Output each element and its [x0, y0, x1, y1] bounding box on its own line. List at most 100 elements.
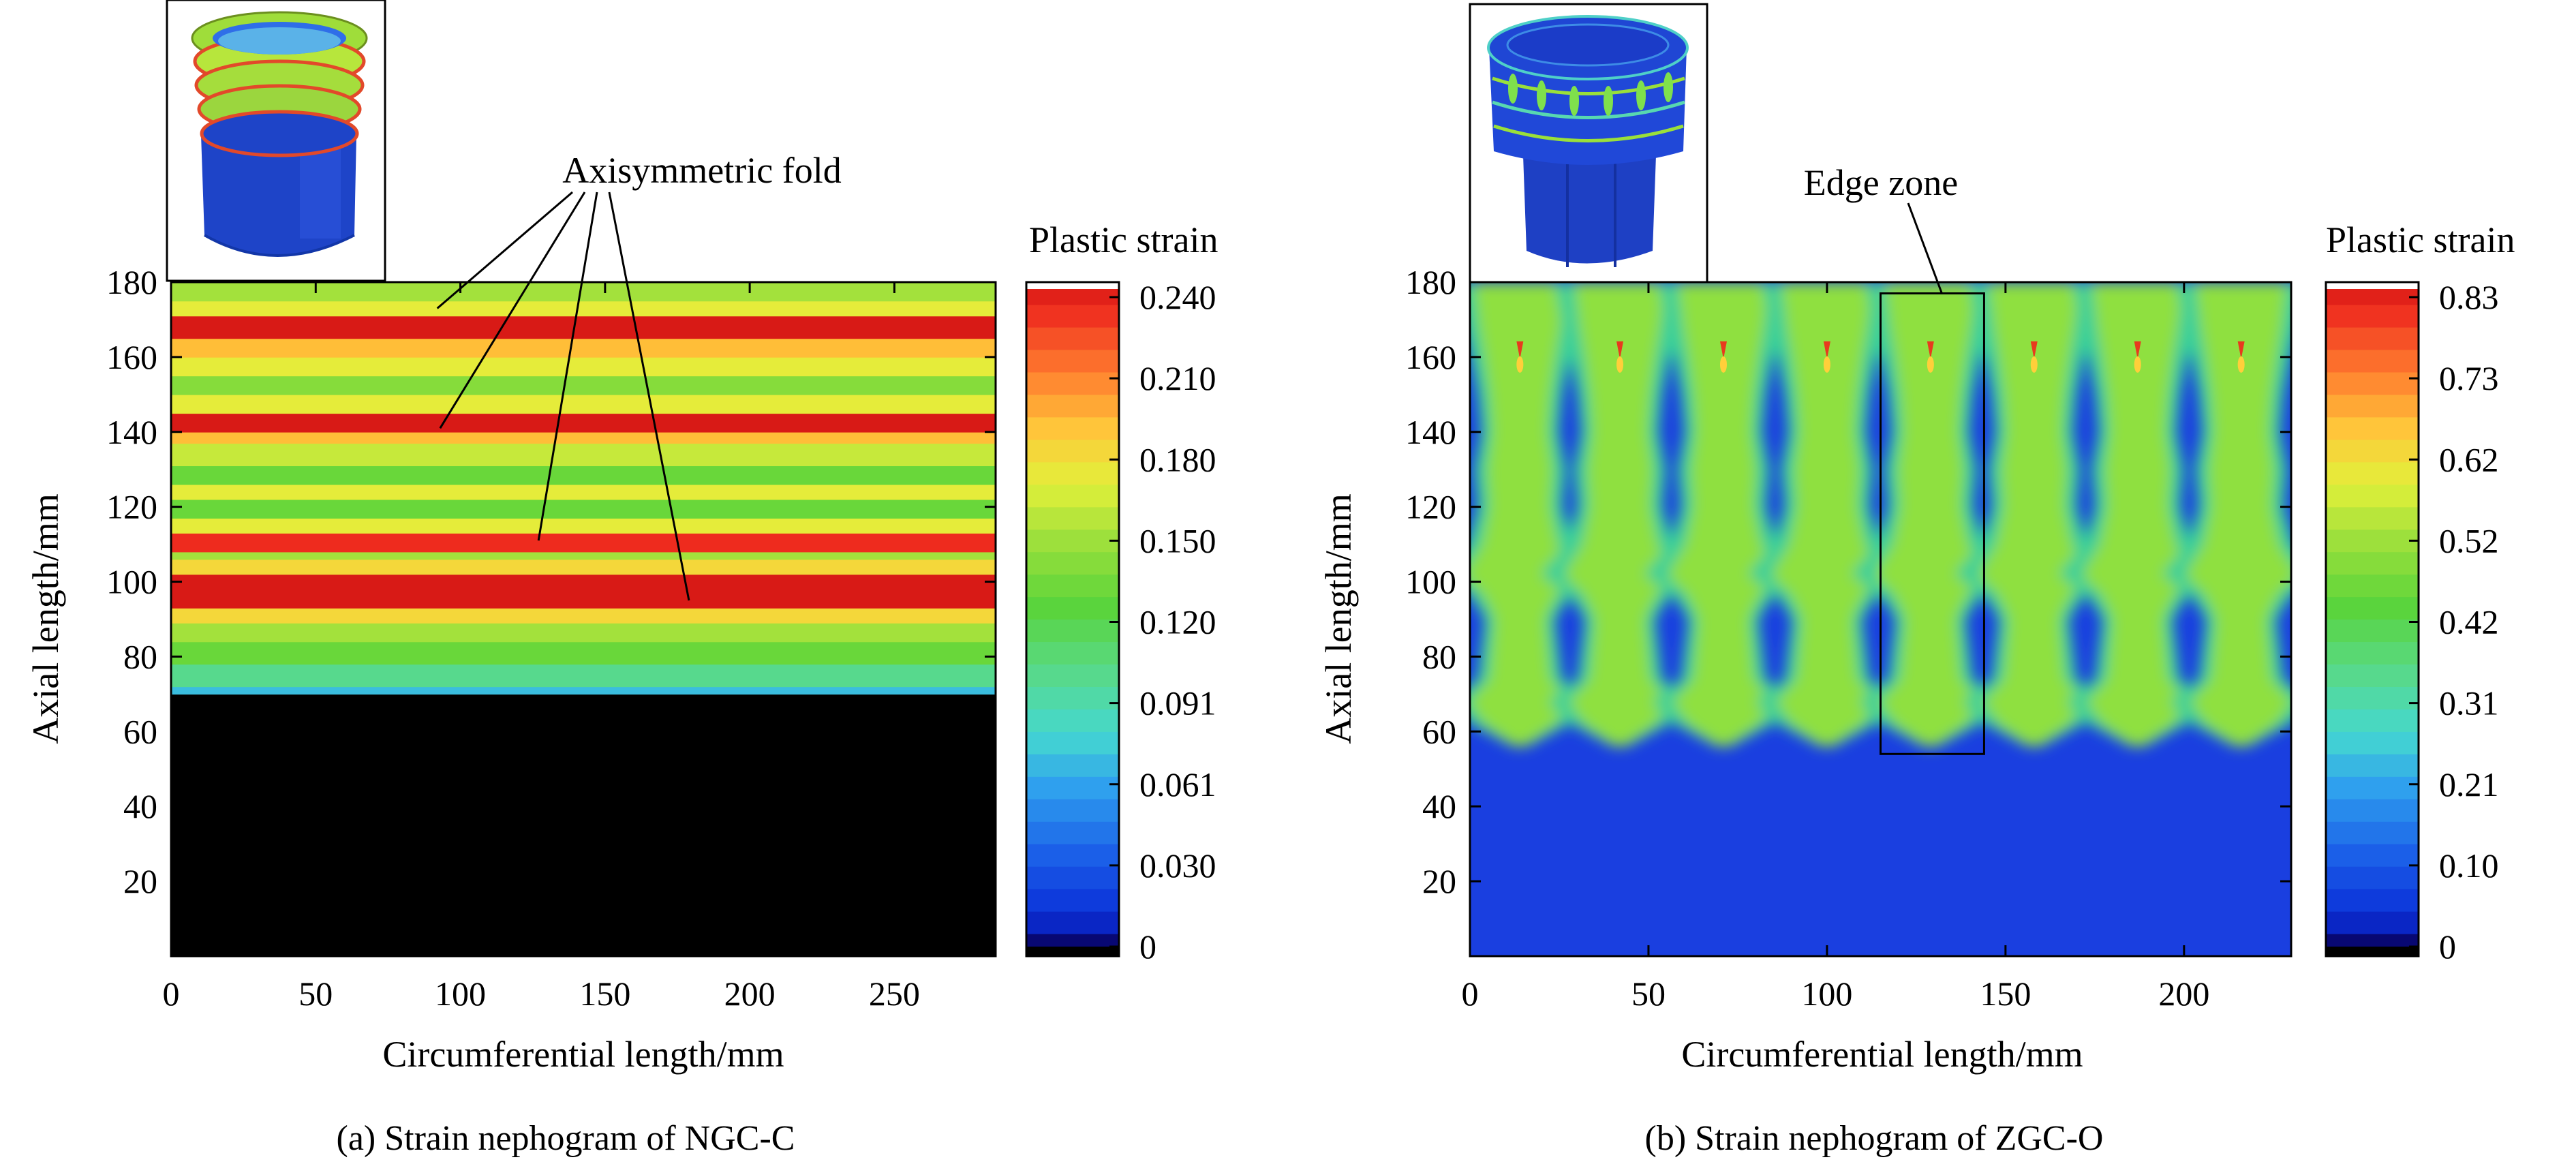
colorbar-segment	[1026, 911, 1119, 934]
colorbar-segment	[1026, 596, 1119, 620]
colorbar-segment	[2326, 506, 2419, 530]
strain-lobe-core	[1977, 282, 2091, 747]
peak-strain-marker	[1516, 341, 1524, 359]
colorbar-segment	[1026, 551, 1119, 575]
y-tick-label: 100	[106, 563, 157, 601]
y-tick-label: 180	[1405, 263, 1456, 301]
colorbar-tick-label: 0.120	[1139, 603, 1216, 641]
colorbar-segment	[2326, 574, 2419, 598]
annotation-leaders	[436, 191, 690, 601]
strain-band	[171, 376, 996, 395]
annotation-leader-line	[436, 191, 573, 309]
y-tick-label: 40	[123, 787, 157, 825]
colorbar-segment	[2326, 889, 2419, 912]
colorbar-segment	[1026, 484, 1119, 508]
y-tick-label: 120	[106, 488, 157, 526]
y-tick-label: 40	[1422, 787, 1456, 825]
colorbar-cap	[2326, 282, 2419, 289]
peak-strain-marker	[2134, 341, 2141, 359]
strain-lobe-bridge	[2191, 566, 2291, 586]
strain-band	[171, 574, 996, 609]
x-tick-label: 0	[163, 975, 180, 1013]
colorbar-tick-label: 0.52	[2439, 521, 2499, 560]
colorbar-segment	[1026, 776, 1119, 799]
colorbar-segment	[1026, 371, 1119, 395]
xlabel-b: Circumferential length/mm	[1681, 1034, 2083, 1075]
y-tick-label: 20	[1422, 862, 1456, 900]
annotation-leader-line	[439, 192, 586, 429]
y-tick-label: 180	[106, 263, 157, 301]
caption-a: (a) Strain nephogram of NGC-C	[337, 1119, 795, 1158]
y-tick-label: 60	[1422, 712, 1456, 750]
colorbar-segment	[1026, 731, 1119, 754]
colorbar-tick-label: 0.21	[2439, 765, 2499, 803]
colorbar-frame	[2325, 281, 2420, 958]
strain-lobe-core	[2184, 282, 2291, 747]
strain-band	[171, 551, 996, 560]
x-tick-label: 0	[1462, 975, 1479, 1013]
colorbar-tick-label: 0.210	[1139, 359, 1216, 397]
colorbar-segment	[1026, 799, 1119, 822]
colorbar-segment	[1026, 709, 1119, 732]
y-tick-label: 80	[1422, 637, 1456, 675]
colorbar-tick-label: 0.10	[2439, 846, 2499, 885]
x-tick-label: 250	[869, 975, 920, 1013]
colorbar-tick-label: 0	[2439, 928, 2456, 966]
peak-strain-marker	[1719, 341, 1727, 359]
peak-strain-halo	[1516, 356, 1524, 373]
colorbar-segment	[1026, 866, 1119, 889]
colorbar-segment	[1026, 506, 1119, 530]
edge-zone-rectangle	[1880, 292, 1985, 755]
strain-band	[171, 499, 996, 519]
peak-strain-halo	[2237, 356, 2245, 373]
strain-lobe-core	[2081, 282, 2194, 747]
colorbar-tick-label: 0.180	[1139, 440, 1216, 478]
plot-frame-b	[1469, 281, 2293, 958]
strain-band	[171, 664, 996, 688]
colorbar-tick-label: 0.061	[1139, 765, 1216, 803]
colorbar-segment	[2326, 416, 2419, 440]
x-tick-label: 100	[1801, 975, 1852, 1013]
plot-frame-a	[170, 281, 997, 958]
strain-band	[171, 413, 996, 433]
colorbar-segment	[1026, 844, 1119, 867]
colorbar-b: 0 0.10 0.21 0.31 0.42 0.52 0.62 0.73 0.83	[2325, 278, 2499, 966]
colorbar-floor	[1026, 947, 1119, 956]
colorbar-segment	[1026, 326, 1119, 350]
strain-band	[171, 316, 996, 339]
x-tick-label: 100	[435, 975, 486, 1013]
strain-band	[171, 559, 996, 575]
y-tick-label: 160	[1405, 338, 1456, 376]
strain-band	[171, 301, 996, 317]
annotation-leader-line	[608, 192, 690, 601]
strain-band	[171, 694, 996, 956]
peak-strain-marker	[1823, 341, 1830, 359]
y-tick-label: 100	[1405, 563, 1456, 601]
colorbar-tick-label: 0.091	[1139, 684, 1216, 722]
colorbar-segment	[2326, 484, 2419, 508]
colorbar-segment	[1026, 304, 1119, 328]
strain-lobe-core	[1770, 282, 1884, 747]
y-tick-label: 120	[1405, 488, 1456, 526]
colorbar-segment	[1026, 349, 1119, 373]
axis-ticks-a: 0 50 100 150 200 250 20 40 60 80 100 120 140 160 180	[106, 263, 996, 1013]
y-tick-label: 20	[123, 862, 157, 900]
x-tick-label: 50	[1631, 975, 1666, 1013]
heatmap-a	[171, 282, 996, 956]
strain-band	[171, 282, 996, 302]
x-tick-label: 150	[1980, 975, 2031, 1013]
strain-lobe-core	[1873, 282, 1987, 747]
edge-zone-leader-line	[1907, 202, 1943, 294]
annotation-axisymmetric-fold: Axisymmetric fold	[562, 150, 841, 191]
strain-band	[171, 338, 996, 358]
colorbar-segment	[2326, 349, 2419, 373]
colorbar-tick-label: 0.030	[1139, 846, 1216, 885]
strain-band	[171, 641, 996, 665]
colorbar-tick-label: 0.31	[2439, 684, 2499, 722]
colorbar-segment	[1026, 889, 1119, 912]
colorbar-segment	[1026, 754, 1119, 777]
annotation-edge-zone: Edge zone	[1804, 162, 1958, 203]
y-tick-label: 80	[123, 637, 157, 675]
peak-strain-marker	[1927, 341, 1934, 359]
